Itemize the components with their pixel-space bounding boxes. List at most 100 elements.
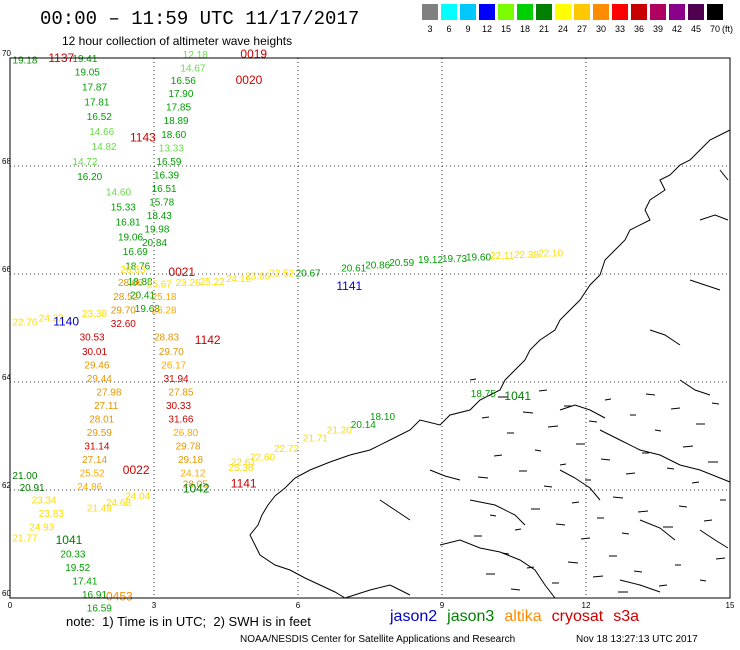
swh-label: 22.52: [269, 269, 294, 280]
satellite-legend: jason2 jason3 altika cryosat s3a: [390, 608, 649, 626]
coastline-segment: [429, 469, 461, 481]
x-tick-label: 12: [582, 601, 591, 610]
island-outline: [670, 407, 681, 410]
scale-swatch: [593, 4, 609, 20]
island-outline: [666, 467, 675, 470]
island-outline: [481, 416, 490, 419]
swh-label: 25.67: [147, 280, 172, 291]
scale-label: 27: [576, 24, 587, 34]
scale-label: 39: [652, 24, 663, 34]
track-time-label: 1143: [130, 131, 156, 145]
swh-label: 26.80: [173, 428, 198, 439]
swh-label: 17.81: [84, 98, 109, 109]
island-outline: [510, 588, 521, 591]
swh-label: 16.59: [156, 157, 181, 168]
island-outline: [678, 505, 688, 508]
coastline-segment: [559, 469, 601, 501]
swh-label: 29.70: [159, 347, 184, 358]
scale-swatch: [574, 4, 590, 20]
map-grid: [10, 58, 730, 598]
swh-label: 31.66: [168, 415, 193, 426]
island-outline: [600, 458, 611, 461]
swh-label: 16.69: [123, 247, 148, 258]
island-outline: [625, 472, 636, 475]
swh-label: 19.41: [72, 54, 97, 65]
coastline-segment: [679, 379, 711, 396]
island-outline: [637, 510, 649, 513]
swh-label: 17.90: [168, 89, 193, 100]
island-outline: [514, 528, 522, 531]
island-outline: [654, 429, 662, 432]
scale-label: 9: [465, 24, 471, 34]
coastline-segment: [344, 584, 411, 599]
swh-label: 14.82: [92, 142, 117, 153]
island-outline: [621, 532, 630, 535]
swh-label: 29.44: [87, 374, 112, 385]
swh-label: 30.33: [166, 401, 191, 412]
swh-label: 20.41: [130, 290, 155, 301]
scale-swatch: [631, 4, 647, 20]
swh-label: 25.18: [152, 292, 177, 303]
coastline-segment: [249, 129, 731, 599]
scale-swatch: [707, 4, 723, 20]
track-time-label: 1141: [336, 279, 362, 293]
scale-swatch: [555, 4, 571, 20]
swh-label: 16.52: [87, 112, 112, 123]
swh-label: 28.66: [118, 278, 143, 289]
coastline-segment: [469, 499, 526, 526]
map-axes: 0 3 6 9 12 15 70 68 66 64 62 60: [2, 49, 735, 610]
swh-label: 31.14: [84, 442, 109, 453]
map-subtitle: 12 hour collection of altimeter wave hei…: [62, 34, 293, 48]
track-time-label: 1041: [56, 533, 83, 547]
swh-label: 12.18: [183, 50, 208, 61]
coastline-segment: [599, 429, 731, 483]
swh-label: 29.70: [111, 305, 136, 316]
scale-label: 42: [671, 24, 682, 34]
swh-label: 16.81: [116, 217, 141, 228]
swh-label: 25.52: [80, 469, 105, 480]
color-scale-unit: (ft): [722, 24, 733, 34]
swh-label: 17.41: [72, 577, 97, 588]
swh-label: 27.85: [168, 388, 193, 399]
swh-label: 20.33: [60, 550, 85, 561]
swh-label: 29.18: [178, 455, 203, 466]
swh-label: 22.38: [514, 250, 539, 261]
scale-label: 30: [595, 24, 606, 34]
track-time-label: 0020: [236, 73, 263, 87]
swh-label: 28.83: [154, 332, 179, 343]
footer-credit: NOAA/NESDIS Center for Satellite Applica…: [240, 634, 516, 645]
swh-label: 28.01: [89, 415, 114, 426]
legend-entry: s3a: [613, 608, 640, 625]
track-time-label: 1140: [53, 314, 79, 328]
island-outline: [682, 445, 694, 448]
island-outline: [580, 537, 591, 540]
swh-label: 20.61: [341, 263, 366, 274]
swh-label: 30.01: [82, 347, 107, 358]
swh-label: 24.12: [180, 469, 205, 480]
swh-label: 14.66: [89, 127, 114, 138]
island-outline: [547, 425, 559, 428]
scale-swatch: [498, 4, 514, 20]
x-tick-label: 9: [440, 601, 445, 610]
scale-label: 36: [633, 24, 644, 34]
swh-label: 19.05: [75, 67, 100, 78]
island-outline: [612, 496, 624, 499]
swh-label: 23.34: [32, 496, 57, 507]
island-outline: [633, 570, 643, 573]
swh-label: 21.77: [12, 533, 37, 544]
coastline-segment: [699, 529, 729, 549]
swh-label: 18.10: [370, 412, 395, 423]
scale-label: 18: [519, 24, 530, 34]
scale-label: 15: [500, 24, 511, 34]
track-time-label: 1141: [231, 476, 257, 490]
coastline-segment: [689, 279, 721, 291]
swh-label: 22.61: [231, 458, 256, 469]
y-tick-label: 60: [2, 589, 11, 598]
coastline-segment: [619, 579, 661, 593]
swh-label: 19.52: [65, 563, 90, 574]
island-outline: [604, 398, 612, 401]
swh-label: 20.67: [296, 269, 321, 280]
swh-label: 23.26: [176, 278, 201, 289]
scale-swatch: [479, 4, 495, 20]
